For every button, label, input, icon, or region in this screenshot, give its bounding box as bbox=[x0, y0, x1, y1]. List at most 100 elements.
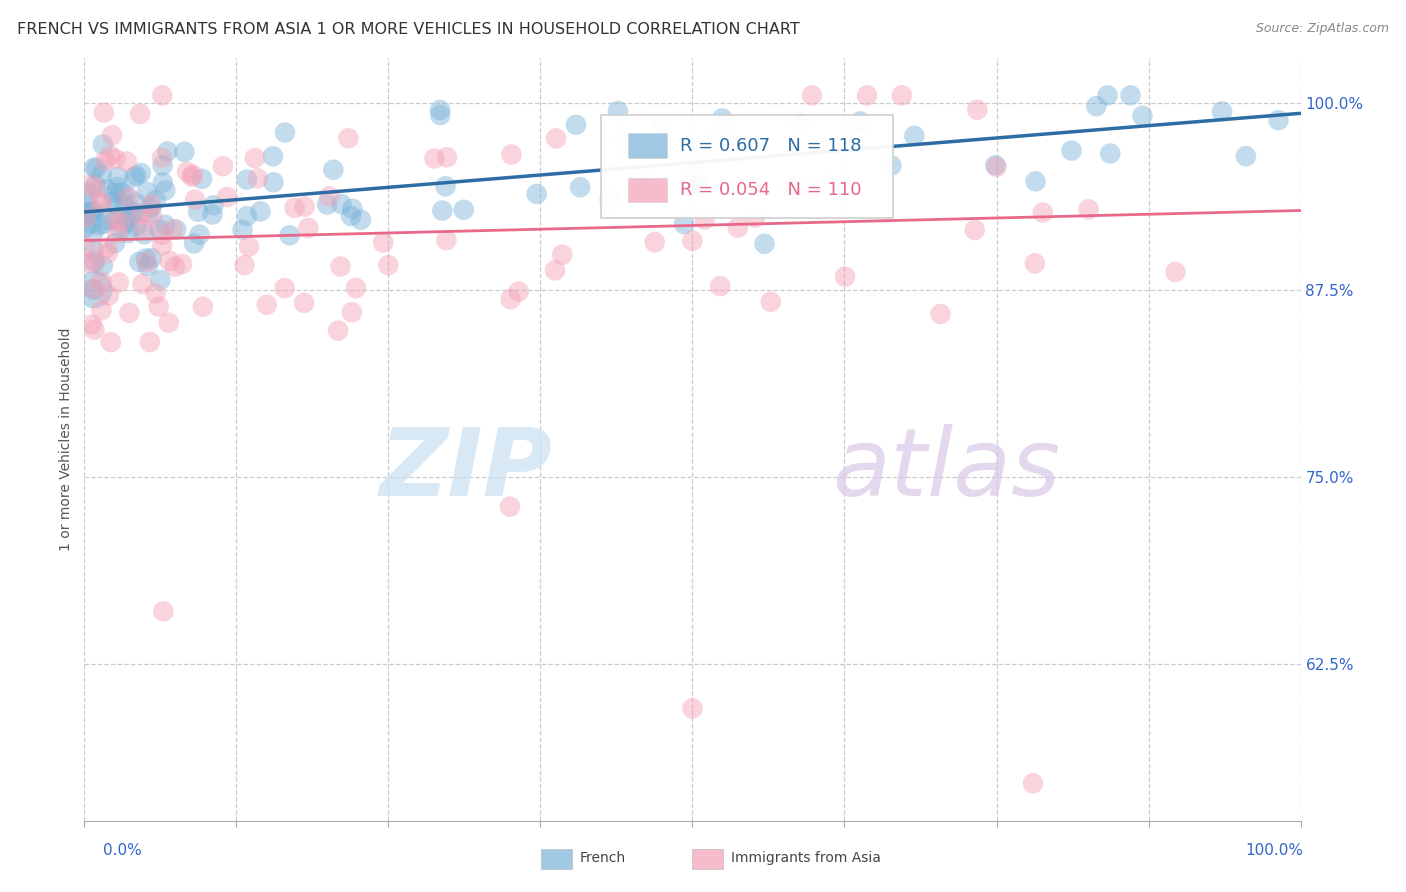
Point bbox=[202, 198, 225, 212]
Point bbox=[344, 281, 367, 295]
Point bbox=[82, 243, 104, 257]
Point bbox=[173, 145, 195, 159]
Point bbox=[727, 220, 749, 235]
Point bbox=[90, 196, 112, 211]
Point bbox=[1097, 88, 1119, 103]
Text: Source: ZipAtlas.com: Source: ZipAtlas.com bbox=[1256, 22, 1389, 36]
Point bbox=[90, 168, 112, 182]
Point bbox=[83, 283, 105, 297]
Point bbox=[1025, 174, 1047, 188]
Point bbox=[90, 303, 112, 318]
Point bbox=[104, 236, 127, 251]
Point bbox=[377, 258, 399, 272]
Point bbox=[83, 161, 105, 175]
Point bbox=[1132, 109, 1154, 123]
Point bbox=[136, 206, 159, 220]
Point bbox=[284, 201, 307, 215]
Point bbox=[434, 179, 457, 194]
Point bbox=[141, 201, 163, 215]
Point bbox=[1060, 144, 1083, 158]
Point bbox=[673, 217, 696, 231]
Point bbox=[110, 215, 132, 229]
Point bbox=[83, 255, 105, 269]
Point bbox=[599, 193, 621, 207]
Point bbox=[149, 273, 172, 287]
Text: 100.0%: 100.0% bbox=[1246, 843, 1303, 858]
Point bbox=[754, 236, 776, 251]
Point bbox=[689, 178, 711, 192]
Point bbox=[82, 282, 104, 296]
Point bbox=[124, 170, 146, 185]
Point bbox=[91, 259, 114, 273]
Point bbox=[141, 211, 163, 225]
Point bbox=[180, 169, 202, 184]
Point bbox=[607, 103, 630, 118]
Point bbox=[350, 212, 373, 227]
Point bbox=[159, 254, 181, 268]
Point bbox=[880, 159, 903, 173]
Point bbox=[499, 292, 522, 306]
Point bbox=[181, 168, 204, 182]
Point bbox=[1022, 776, 1045, 790]
Point bbox=[104, 212, 127, 227]
Point bbox=[508, 285, 530, 299]
Point bbox=[342, 202, 364, 216]
Point bbox=[101, 128, 124, 143]
Point bbox=[150, 88, 173, 103]
Point bbox=[318, 189, 340, 203]
Point bbox=[110, 222, 132, 236]
Point bbox=[136, 185, 159, 199]
Point bbox=[232, 223, 254, 237]
Point bbox=[129, 166, 152, 180]
Point bbox=[1119, 88, 1142, 103]
Point bbox=[294, 200, 316, 214]
Point bbox=[373, 235, 395, 250]
Point bbox=[96, 241, 118, 255]
Point bbox=[337, 131, 360, 145]
Point bbox=[183, 236, 205, 251]
Point bbox=[249, 204, 271, 219]
Point bbox=[97, 246, 120, 260]
Point bbox=[316, 197, 339, 211]
Point bbox=[148, 223, 170, 237]
Point bbox=[693, 212, 716, 227]
Point bbox=[800, 182, 823, 196]
Point bbox=[105, 199, 128, 213]
Point bbox=[107, 276, 129, 290]
Point bbox=[709, 129, 731, 144]
Point bbox=[115, 154, 138, 169]
Point bbox=[152, 176, 174, 190]
Point bbox=[75, 240, 97, 254]
Point bbox=[263, 175, 285, 189]
Point bbox=[184, 193, 207, 207]
Point bbox=[274, 281, 297, 295]
Text: ZIP: ZIP bbox=[380, 424, 553, 516]
Point bbox=[129, 107, 152, 121]
Point bbox=[236, 209, 259, 223]
Point bbox=[82, 205, 104, 219]
Point bbox=[110, 186, 132, 200]
Point bbox=[243, 151, 266, 165]
Point bbox=[322, 162, 344, 177]
Point bbox=[1164, 265, 1187, 279]
Point bbox=[215, 190, 238, 204]
Point bbox=[104, 152, 127, 166]
FancyBboxPatch shape bbox=[628, 134, 666, 158]
Point bbox=[929, 307, 952, 321]
Point bbox=[849, 114, 872, 128]
Point bbox=[145, 286, 167, 301]
Text: R = 0.054   N = 110: R = 0.054 N = 110 bbox=[681, 181, 862, 199]
Point bbox=[569, 180, 592, 194]
Point bbox=[984, 158, 1007, 172]
Point bbox=[163, 260, 186, 274]
Point bbox=[683, 158, 706, 172]
Point bbox=[80, 178, 103, 192]
Point bbox=[104, 213, 127, 227]
Point bbox=[565, 118, 588, 132]
Point bbox=[114, 210, 136, 224]
Point bbox=[152, 159, 174, 173]
Point bbox=[162, 222, 184, 236]
Point bbox=[75, 210, 97, 224]
Point bbox=[165, 222, 187, 236]
Point bbox=[156, 145, 179, 159]
